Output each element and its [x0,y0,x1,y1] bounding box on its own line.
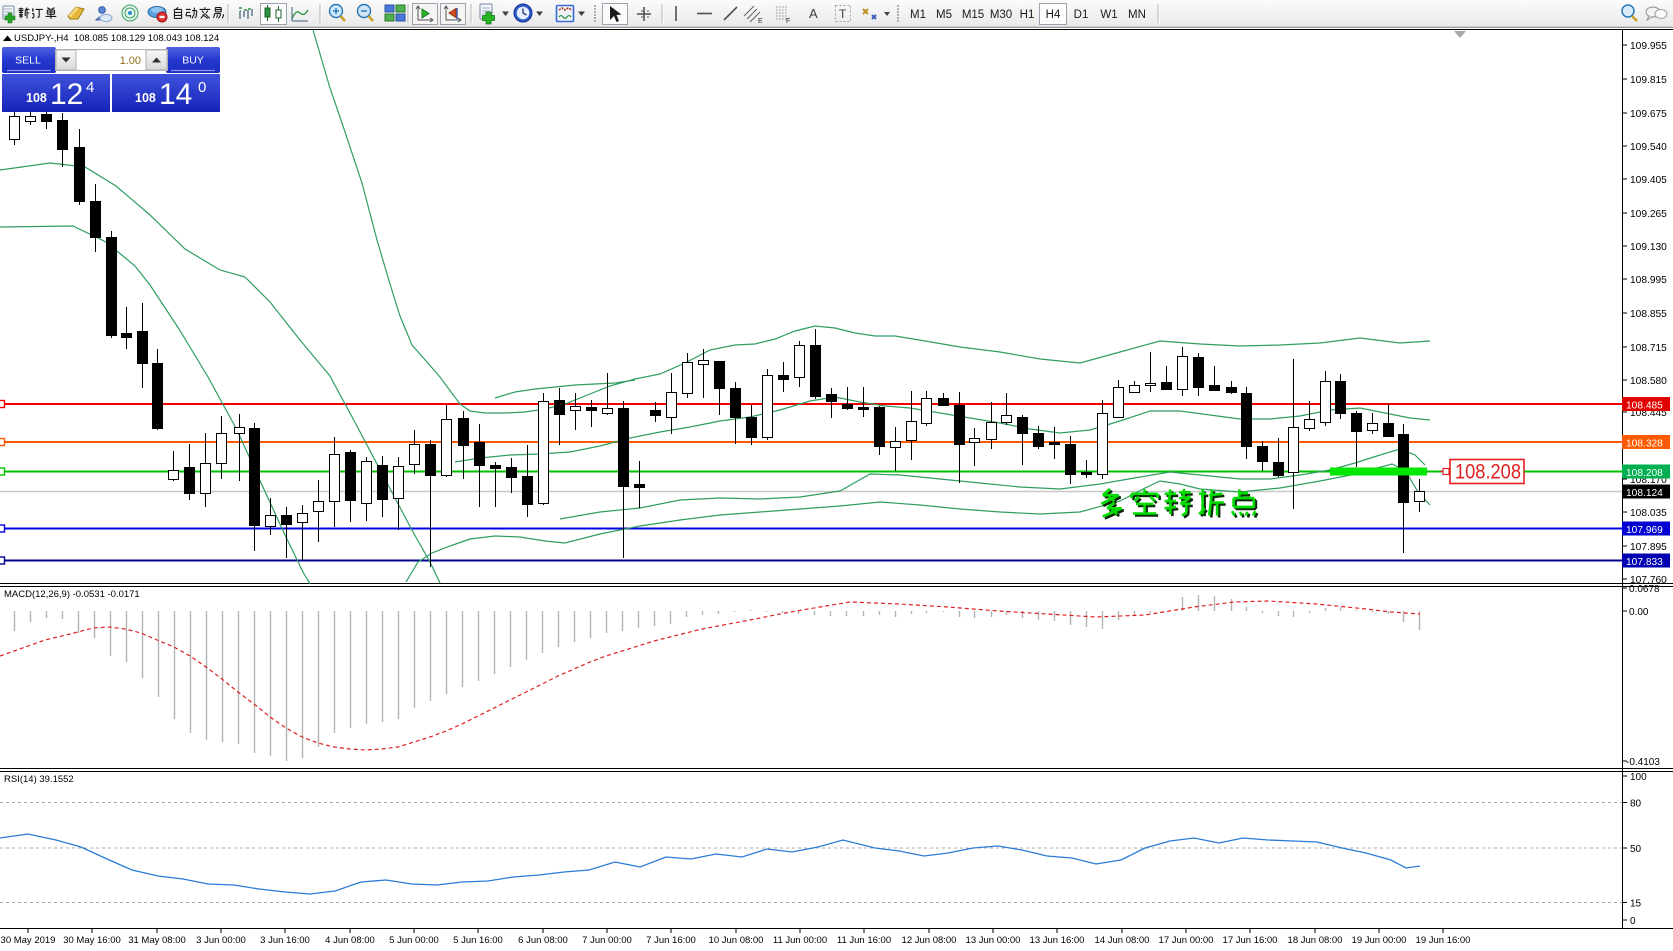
svg-text:0.00: 0.00 [1629,607,1649,618]
svg-text:H4: H4 [1046,9,1061,21]
svg-text:17 Jun 00:00: 17 Jun 00:00 [1159,935,1214,946]
svg-text:T: T [839,7,847,21]
svg-text:0: 0 [198,79,206,96]
svg-text:109.815: 109.815 [1630,75,1667,86]
svg-text:3 Jun 16:00: 3 Jun 16:00 [260,935,310,946]
svg-text:MACD(12,26,9) -0.0531 -0.0171: MACD(12,26,9) -0.0531 -0.0171 [4,589,140,600]
svg-text:10 Jun 08:00: 10 Jun 08:00 [709,935,764,946]
svg-text:100: 100 [1630,772,1647,783]
svg-text:31 May 08:00: 31 May 08:00 [128,935,186,946]
svg-text:14 Jun 08:00: 14 Jun 08:00 [1095,935,1150,946]
svg-text:USDJPY-,H4 108.085 108.129 10: USDJPY-,H4 108.085 108.129 108.043 108.1… [14,33,219,44]
svg-text:11 Jun 00:00: 11 Jun 00:00 [773,935,827,946]
svg-text:109.405: 109.405 [1630,175,1667,186]
svg-text:A: A [809,6,818,21]
svg-text:108: 108 [135,91,156,105]
svg-text:30 May 2019: 30 May 2019 [1,935,56,946]
svg-text:12 Jun 08:00: 12 Jun 08:00 [902,935,957,946]
svg-text:4: 4 [86,79,94,96]
svg-text:109.130: 109.130 [1630,242,1667,253]
svg-text:BUY: BUY [182,55,204,67]
svg-text:19 Jun 00:00: 19 Jun 00:00 [1352,935,1407,946]
svg-text:108.715: 108.715 [1630,343,1667,354]
svg-text:SELL: SELL [15,55,41,67]
svg-text:W1: W1 [1100,9,1117,21]
svg-text:108.328: 108.328 [1626,439,1663,450]
svg-text:19 Jun 16:00: 19 Jun 16:00 [1416,935,1471,946]
svg-text:14: 14 [159,78,192,111]
svg-text:30 May 16:00: 30 May 16:00 [63,935,121,946]
svg-text:M15: M15 [962,9,984,21]
svg-text:108.445: 108.445 [1630,408,1667,419]
svg-text:108.035: 108.035 [1630,508,1667,519]
svg-text:0: 0 [1630,916,1636,927]
svg-text:0.0678: 0.0678 [1629,584,1660,595]
svg-text:M5: M5 [936,9,952,21]
svg-text:109.540: 109.540 [1630,142,1667,153]
svg-text:-0.4103: -0.4103 [1626,757,1660,768]
svg-text:1.00: 1.00 [120,55,141,67]
svg-text:18 Jun 08:00: 18 Jun 08:00 [1288,935,1343,946]
svg-text:108.580: 108.580 [1630,376,1667,387]
svg-text:MN: MN [1128,9,1146,21]
svg-text:107.833: 107.833 [1626,557,1663,568]
svg-text:3 Jun 00:00: 3 Jun 00:00 [196,935,246,946]
svg-text:D1: D1 [1074,9,1089,21]
svg-text:108.485: 108.485 [1626,401,1663,412]
svg-text:108: 108 [26,91,47,105]
svg-text:108.208: 108.208 [1626,468,1663,479]
svg-text:11 Jun 16:00: 11 Jun 16:00 [837,935,891,946]
svg-text:109.955: 109.955 [1630,41,1667,52]
svg-text:107.760: 107.760 [1630,575,1667,586]
svg-text:5 Jun 16:00: 5 Jun 16:00 [453,935,503,946]
svg-text:107.969: 107.969 [1626,525,1663,536]
svg-text:50: 50 [1630,844,1642,855]
svg-text:107.895: 107.895 [1630,542,1667,553]
svg-text:12: 12 [50,78,83,111]
svg-text:H1: H1 [1020,9,1035,21]
svg-text:109.265: 109.265 [1630,209,1667,220]
svg-text:6 Jun 08:00: 6 Jun 08:00 [518,935,568,946]
svg-text:80: 80 [1630,799,1642,810]
svg-text:108.170: 108.170 [1630,475,1667,486]
svg-text:F: F [786,18,790,25]
svg-text:17 Jun 16:00: 17 Jun 16:00 [1223,935,1278,946]
svg-text:E: E [758,18,763,25]
svg-text:4 Jun 08:00: 4 Jun 08:00 [325,935,375,946]
svg-text:108.124: 108.124 [1626,488,1663,499]
svg-text:108.855: 108.855 [1630,309,1667,320]
svg-text:108.995: 108.995 [1630,275,1667,286]
svg-text:7 Jun 00:00: 7 Jun 00:00 [582,935,632,946]
svg-text:M1: M1 [910,9,926,21]
svg-text:15: 15 [1630,899,1642,910]
svg-text:13 Jun 00:00: 13 Jun 00:00 [966,935,1021,946]
svg-text:5 Jun 00:00: 5 Jun 00:00 [389,935,439,946]
svg-text:7 Jun 16:00: 7 Jun 16:00 [646,935,696,946]
svg-text:109.675: 109.675 [1630,109,1667,120]
svg-text:RSI(14) 39.1552: RSI(14) 39.1552 [4,774,74,785]
svg-text:108.208: 108.208 [1455,461,1521,484]
svg-text:13 Jun 16:00: 13 Jun 16:00 [1030,935,1085,946]
svg-text:M30: M30 [990,9,1012,21]
